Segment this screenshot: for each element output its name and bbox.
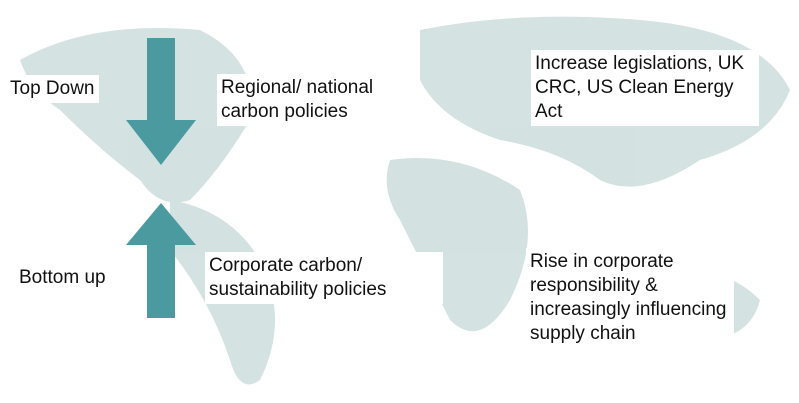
responsibility-label: Rise in corporate responsibility & incre… bbox=[526, 248, 734, 348]
legislation-label: Increase legislations, UK CRC, US Clean … bbox=[531, 50, 759, 126]
regional-label: Regional/ national carbon policies bbox=[217, 74, 403, 126]
up-arrow bbox=[126, 203, 196, 318]
down-arrow bbox=[126, 38, 196, 165]
corporate-label: Corporate carbon/ sustainability policie… bbox=[205, 252, 443, 304]
bottom-up-label: Bottom up bbox=[15, 264, 110, 292]
top-down-label: Top Down bbox=[6, 75, 99, 103]
